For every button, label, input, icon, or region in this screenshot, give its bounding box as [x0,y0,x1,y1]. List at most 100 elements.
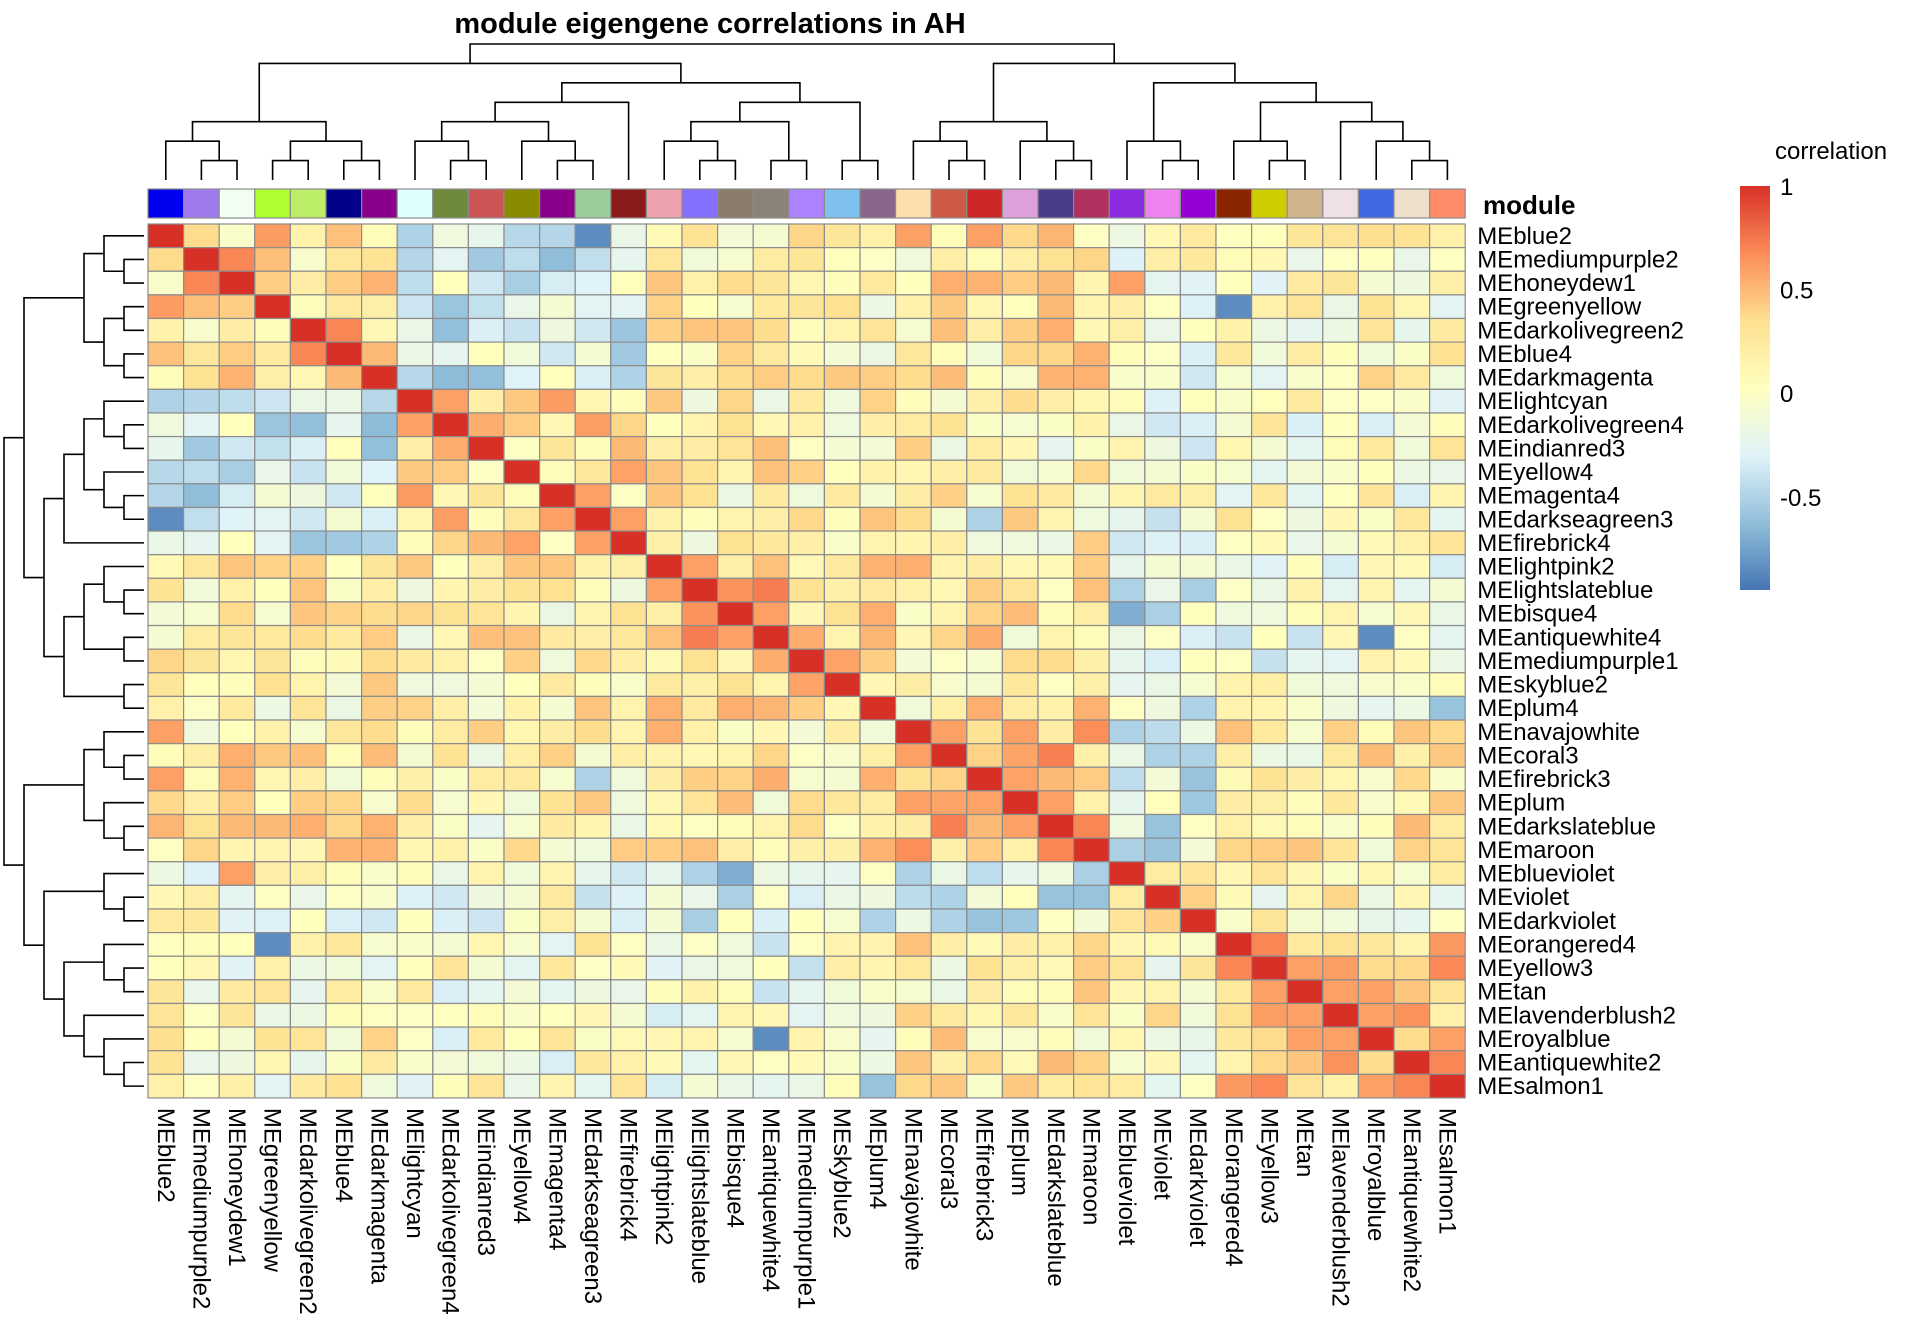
heatmap-cell [716,743,754,768]
heatmap-cell [610,412,647,438]
heatmap-cell [1108,861,1146,886]
heatmap-cell [1250,365,1288,390]
heatmap-cell [894,554,932,579]
heatmap-cell [859,317,897,343]
annotation-cell [396,188,434,219]
heatmap-cell [1215,1002,1253,1028]
heatmap-cell [1393,813,1431,839]
heatmap-cell [1108,317,1146,343]
heatmap-cell [254,931,292,957]
heatmap-cell [681,931,719,957]
heatmap-cell [432,672,469,698]
heatmap-cell [1428,813,1466,839]
heatmap-cell [538,979,576,1005]
heatmap-cell [1357,435,1395,461]
dendrogram-branch [449,159,487,180]
heatmap-cell [1179,577,1217,603]
heatmap-cell [1428,554,1466,579]
heatmap-cell [183,672,220,698]
heatmap-cell [396,837,434,863]
heatmap-cell [1144,294,1182,320]
heatmap-cell [1322,624,1360,650]
column-label: MEmediumpurple2 [187,1108,214,1309]
heatmap-cell [1322,861,1360,886]
annotation-cell [752,188,790,219]
heatmap-cell [325,270,363,296]
heatmap-cell [396,1073,434,1099]
heatmap-cell [1001,247,1039,272]
heatmap-cell [538,1050,576,1075]
heatmap-cell [361,672,398,698]
heatmap-cell [1428,672,1466,698]
heatmap-cell [396,317,434,343]
annotation-cell [289,188,327,219]
heatmap-cell [681,435,719,461]
heatmap-cell [1393,743,1431,768]
heatmap-cell [1215,294,1253,320]
heatmap-cell [966,223,1003,249]
heatmap-cell [645,979,683,1005]
heatmap-cell [1001,837,1039,863]
heatmap-cell [1037,1002,1075,1028]
annotation-label: module [1483,190,1575,220]
heatmap-cell [254,388,292,414]
heatmap-cell [574,884,612,910]
heatmap-cell [1179,317,1217,343]
heatmap-cell [289,908,327,934]
heatmap-cell [1250,790,1288,816]
heatmap-cell [930,790,968,816]
annotation-cell [574,188,612,219]
heatmap-cell [1393,530,1431,556]
heatmap-cell [930,1026,968,1052]
heatmap-cell [574,1026,612,1052]
dendrogram-branch [165,140,220,180]
heatmap-cell [396,719,434,745]
column-label: MEdarkslateblue [1042,1108,1069,1287]
heatmap-cell [894,601,932,627]
heatmap-cell [1393,247,1431,272]
heatmap-cell [930,270,968,296]
heatmap-cell [396,766,434,792]
heatmap-cell [823,459,861,485]
heatmap-cell [1357,388,1395,414]
heatmap-cell [361,648,398,674]
heatmap-cell [716,719,754,745]
row-label: MEskyblue2 [1477,672,1608,699]
heatmap-cell [681,1073,719,1099]
heatmap-cell [289,648,327,674]
heatmap-cell [645,931,683,957]
heatmap-cell [1286,317,1324,343]
dendrogram-branch [63,615,124,698]
heatmap-cell [788,979,825,1005]
heatmap-cell [966,412,1003,438]
heatmap-cell [681,884,719,910]
heatmap-cell [930,317,968,343]
heatmap-cell [1144,695,1182,721]
heatmap-cell [1001,483,1039,509]
heatmap-cell [325,341,363,367]
heatmap-cell [1286,388,1324,414]
heatmap-cell [894,908,932,934]
heatmap-cell [788,270,825,296]
heatmap-cell [1393,837,1431,863]
heatmap-cell [752,624,790,650]
heatmap-cell [1286,294,1324,320]
heatmap-cell [1250,1050,1288,1075]
heatmap-cell [503,294,541,320]
heatmap-cell [254,790,292,816]
heatmap-cell [325,247,363,272]
heatmap-cell [574,648,612,674]
heatmap-cell [1037,837,1075,863]
heatmap-cell [1072,979,1110,1005]
heatmap-cell [325,813,363,839]
heatmap-cell [681,672,719,698]
heatmap-cell [1179,624,1217,650]
heatmap-cell [1322,1002,1360,1028]
heatmap-cell [396,577,434,603]
heatmap-cell [538,577,576,603]
heatmap-cell [396,861,434,886]
heatmap-cell [1393,1073,1431,1099]
heatmap-cell [254,672,292,698]
heatmap-cell [930,908,968,934]
heatmap-cell [1072,672,1110,698]
